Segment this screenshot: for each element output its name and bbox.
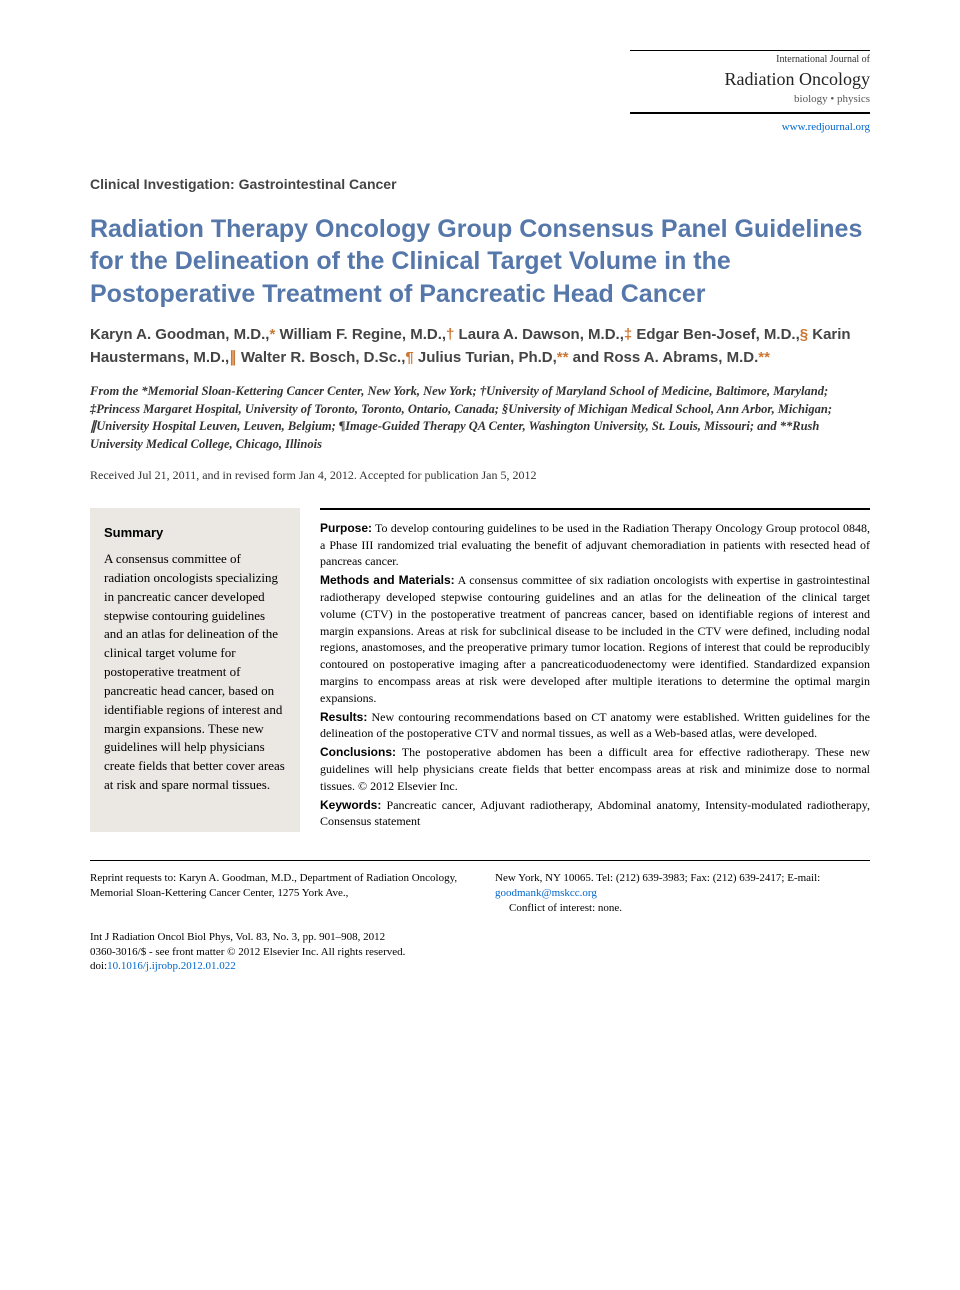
author-name: and Ross A. Abrams, M.D.: [568, 349, 758, 366]
author-marker: **: [557, 349, 569, 366]
conclusions-label: Conclusions:: [320, 745, 396, 759]
citation-line2: 0360-3016/$ - see front matter © 2012 El…: [90, 945, 870, 960]
results-label: Results:: [320, 710, 367, 724]
abstract-purpose: Purpose: To develop contouring guideline…: [320, 520, 870, 570]
author-name: Walter R. Bosch, D.Sc.,: [237, 349, 406, 366]
abstract-conclusions: Conclusions: The postoperative abdomen h…: [320, 744, 870, 794]
journal-header: International Journal of Radiation Oncol…: [90, 50, 870, 135]
authors-block: Karyn A. Goodman, M.D.,* William F. Regi…: [90, 324, 870, 369]
journal-name-large: Radiation Oncology: [90, 67, 870, 92]
publication-dates: Received Jul 21, 2011, and in revised fo…: [90, 467, 870, 484]
reprint-email-link[interactable]: goodmank@mskcc.org: [495, 887, 597, 899]
header-rule-bottom: [630, 112, 870, 114]
footer-right: New York, NY 10065. Tel: (212) 639-3983;…: [495, 871, 870, 916]
footer-rule: [90, 860, 870, 861]
summary-box: Summary A consensus committee of radiati…: [90, 508, 300, 832]
author-marker: ¶: [405, 349, 413, 366]
results-text: New contouring recommendations based on …: [320, 710, 870, 741]
author-name: Julius Turian, Ph.D,: [414, 349, 557, 366]
journal-url-link[interactable]: www.redjournal.org: [90, 120, 870, 135]
author-marker: ∥: [229, 349, 237, 366]
author-marker: **: [758, 349, 770, 366]
abstract-results: Results: New contouring recommendations …: [320, 709, 870, 743]
citation-block: Int J Radiation Oncol Biol Phys, Vol. 83…: [90, 930, 870, 975]
author-name: Laura A. Dawson, M.D.,: [454, 326, 623, 343]
methods-text: A consensus committee of six radiation o…: [320, 573, 870, 705]
journal-subtitle: biology • physics: [90, 92, 870, 107]
reprint-left-text: Reprint requests to: Karyn A. Goodman, M…: [90, 872, 457, 899]
footer-block: Reprint requests to: Karyn A. Goodman, M…: [90, 871, 870, 916]
keywords-label: Keywords:: [320, 798, 381, 812]
doi-label: doi:: [90, 960, 107, 972]
abstract-block: Purpose: To develop contouring guideline…: [320, 508, 870, 832]
abstract-keywords: Keywords: Pancreatic cancer, Adjuvant ra…: [320, 797, 870, 831]
keywords-text: Pancreatic cancer, Adjuvant radiotherapy…: [320, 798, 870, 829]
article-title: Radiation Therapy Oncology Group Consens…: [90, 213, 870, 311]
purpose-text: To develop contouring guidelines to be u…: [320, 521, 870, 569]
citation-doi: doi:10.1016/j.ijrobp.2012.01.022: [90, 959, 870, 974]
author-name: Karyn A. Goodman, M.D.,: [90, 326, 269, 343]
author-name: William F. Regine, M.D.,: [275, 326, 446, 343]
summary-heading: Summary: [104, 524, 286, 542]
section-label: Clinical Investigation: Gastrointestinal…: [90, 175, 870, 195]
doi-link[interactable]: 10.1016/j.ijrobp.2012.01.022: [107, 960, 236, 972]
abstract-methods: Methods and Materials: A consensus commi…: [320, 572, 870, 706]
reprint-right-text: New York, NY 10065. Tel: (212) 639-3983;…: [495, 872, 820, 884]
summary-text: A consensus committee of radiation oncol…: [104, 550, 286, 795]
footer-left: Reprint requests to: Karyn A. Goodman, M…: [90, 871, 465, 916]
conflict-text: Conflict of interest: none.: [495, 901, 870, 916]
conclusions-text: The postoperative abdomen has been a dif…: [320, 745, 870, 793]
author-marker: ‡: [624, 326, 632, 343]
header-rule-top: [630, 50, 870, 51]
purpose-label: Purpose:: [320, 521, 372, 535]
author-marker: §: [800, 326, 808, 343]
author-name: Edgar Ben-Josef, M.D.,: [632, 326, 800, 343]
summary-abstract-row: Summary A consensus committee of radiati…: [90, 508, 870, 832]
citation-line1: Int J Radiation Oncol Biol Phys, Vol. 83…: [90, 930, 870, 945]
methods-label: Methods and Materials:: [320, 573, 455, 587]
journal-name-small: International Journal of: [90, 53, 870, 67]
affiliations: From the *Memorial Sloan-Kettering Cance…: [90, 383, 870, 453]
